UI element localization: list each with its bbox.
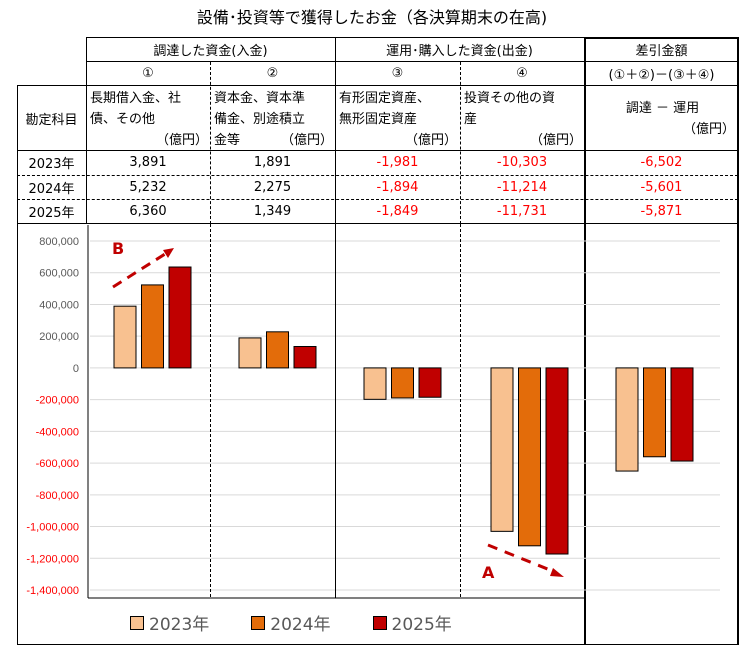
column-number-3: ③ xyxy=(391,66,404,81)
legend-label: 2023年 xyxy=(149,615,210,635)
table-cell: -5,871 xyxy=(640,204,683,219)
legend-label: 2025年 xyxy=(391,615,452,635)
y-tick-label: 200,000 xyxy=(39,331,79,343)
desc-line: 備金、別途積立 xyxy=(214,112,306,127)
legend-label: 2024年 xyxy=(270,615,331,635)
bar-2023年-1 xyxy=(113,305,137,369)
group-header-inflow: 調達した資金(入金) xyxy=(153,44,268,59)
annotation-b: B xyxy=(112,239,124,258)
y-tick-label: -200,000 xyxy=(36,395,79,407)
bar-2025年-4 xyxy=(545,367,569,555)
desc-line: 金等 xyxy=(214,133,241,148)
legend-item: 2024年 xyxy=(251,610,331,635)
bar-2023年-5 xyxy=(615,367,639,472)
arrow-head-icon xyxy=(550,568,564,577)
legend-swatch xyxy=(372,615,387,630)
column-description-4: 投資その他の資 産 （億円） xyxy=(464,88,582,151)
table-cell: -6,502 xyxy=(640,155,683,170)
desc-unit: （億円） xyxy=(529,133,582,148)
legend-item: 2023年 xyxy=(130,610,209,635)
arrow-head-icon xyxy=(163,248,174,258)
y-tick-label: -1,000,000 xyxy=(26,522,79,534)
row-header-label: 勘定科目 xyxy=(25,112,78,128)
desc-line: 投資その他の資 xyxy=(464,91,556,106)
page-title: 設備･投資等で獲得したお金（各決算期末の在高) xyxy=(196,8,548,27)
column-number-formula: (①＋②)－(③＋④) xyxy=(608,68,715,83)
desc-unit: （億円） xyxy=(155,133,208,148)
row-year: 2025年 xyxy=(28,206,75,221)
legend-item: 2025年 xyxy=(372,610,452,635)
trend-arrow-a xyxy=(487,543,556,574)
bar-2024年-3 xyxy=(391,367,414,399)
desc-line: 長期借入金、社 xyxy=(90,91,182,106)
table-cell: -10,303 xyxy=(496,155,548,170)
table-cell: -1,981 xyxy=(376,155,419,170)
legend-swatch xyxy=(251,615,266,630)
y-tick-label: 400,000 xyxy=(39,299,79,311)
bar-2025年-3 xyxy=(418,367,442,398)
bar-2025年-5 xyxy=(670,367,694,462)
bar-2024年-1 xyxy=(141,284,164,369)
column-description-1: 長期借入金、社 債、その他 （億円） xyxy=(90,88,208,151)
bar-2024年-2 xyxy=(266,331,289,369)
y-tick-label: -1,400,000 xyxy=(26,585,79,597)
table-cell: -1,849 xyxy=(376,204,419,219)
legend-swatch xyxy=(130,615,144,630)
annotation-a: A xyxy=(482,563,495,582)
column-number-1: ① xyxy=(142,66,154,81)
desc-line: 無形固定資産 xyxy=(339,112,418,127)
desc-unit: （億円） xyxy=(280,133,333,148)
column-description-5: 調達 － 運用 （億円） xyxy=(590,98,735,140)
column-number-2: ② xyxy=(266,66,279,81)
table-cell: 3,891 xyxy=(129,155,167,170)
y-tick-label: 600,000 xyxy=(39,268,79,280)
y-tick-label: 800,000 xyxy=(39,236,79,248)
table-cell: 1,891 xyxy=(253,155,292,170)
table-cell: -5,601 xyxy=(640,180,683,195)
desc-line: 産 xyxy=(464,112,478,127)
chart-legend: 2023年 2024年 2025年 xyxy=(130,610,452,635)
y-tick-label: -600,000 xyxy=(36,458,79,470)
column-description-3: 有形固定資産、 無形固定資産 （億円） xyxy=(339,88,457,151)
bar-2025年-1 xyxy=(168,266,192,369)
bar-2024年-4 xyxy=(518,367,541,547)
row-year: 2023年 xyxy=(28,157,75,172)
group-header-outflow: 運用･購入した資金(出金) xyxy=(386,44,533,59)
table-cell: 6,360 xyxy=(129,204,167,219)
bar-2025年-2 xyxy=(293,346,317,369)
desc-line: 債、その他 xyxy=(90,112,156,127)
desc-line: 資本金、資本準 xyxy=(214,91,306,106)
table-cell: 2,275 xyxy=(253,180,292,195)
table-cell: 1,349 xyxy=(253,204,292,219)
y-tick-label: -1,200,000 xyxy=(26,553,79,565)
table-cell: 5,232 xyxy=(129,180,167,195)
desc-unit: （億円） xyxy=(682,122,735,137)
desc-line: 調達 － 運用 xyxy=(625,101,700,116)
row-year: 2024年 xyxy=(28,182,75,197)
y-tick-label: 0 xyxy=(73,363,79,375)
bar-2024年-5 xyxy=(643,367,666,458)
desc-unit: （億円） xyxy=(404,133,457,148)
bar-2023年-4 xyxy=(490,367,514,532)
column-number-4: ④ xyxy=(516,66,528,81)
y-tick-label: -800,000 xyxy=(36,490,79,502)
desc-line: 有形固定資産、 xyxy=(339,91,431,106)
column-description-2: 資本金、資本準 備金、別途積立 金等 （億円） xyxy=(214,88,333,151)
table-cell: -11,731 xyxy=(496,204,548,219)
y-tick-label: -400,000 xyxy=(36,426,79,438)
group-header-difference: 差引金額 xyxy=(635,44,688,59)
bar-2023年-3 xyxy=(363,367,387,400)
trend-arrow-b xyxy=(112,252,166,289)
table-cell: -11,214 xyxy=(496,180,548,195)
bar-2023年-2 xyxy=(238,337,262,369)
table-cell: -1,894 xyxy=(376,180,419,195)
